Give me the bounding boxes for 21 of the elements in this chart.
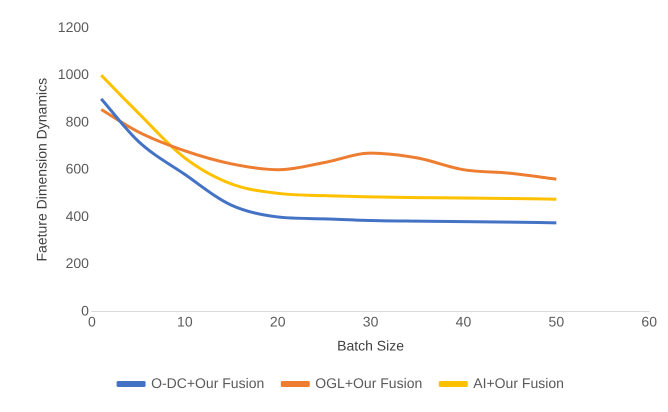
y-tick-label: 200 [66,255,90,272]
y-tick-label: 1000 [58,66,90,82]
line-series [100,74,558,201]
x-tick-label: 40 [456,314,472,330]
x-tick-label: 20 [270,314,286,330]
y-axis-title: Faeture Dimension Dynamics [33,78,50,262]
line-series [100,108,558,181]
x-tick-label: 60 [641,314,658,330]
y-tick-label: 600 [66,160,90,177]
y-tick-label: 1200 [58,18,90,35]
y-tick-label: 800 [66,113,90,130]
legend-label: AI+Our Fusion [473,374,564,391]
legend-label: OGL+Our Fusion [315,374,422,391]
line-series [100,97,558,224]
y-tick-label: 0 [81,302,90,318]
legend-label: O-DC+Our Fusion [151,374,264,391]
x-tick-label: 50 [548,314,564,330]
x-tick-label: 10 [177,314,193,330]
x-axis-title: Batch Size [337,337,404,354]
x-tick-label: 30 [362,314,379,330]
y-tick-label: 400 [66,208,90,224]
